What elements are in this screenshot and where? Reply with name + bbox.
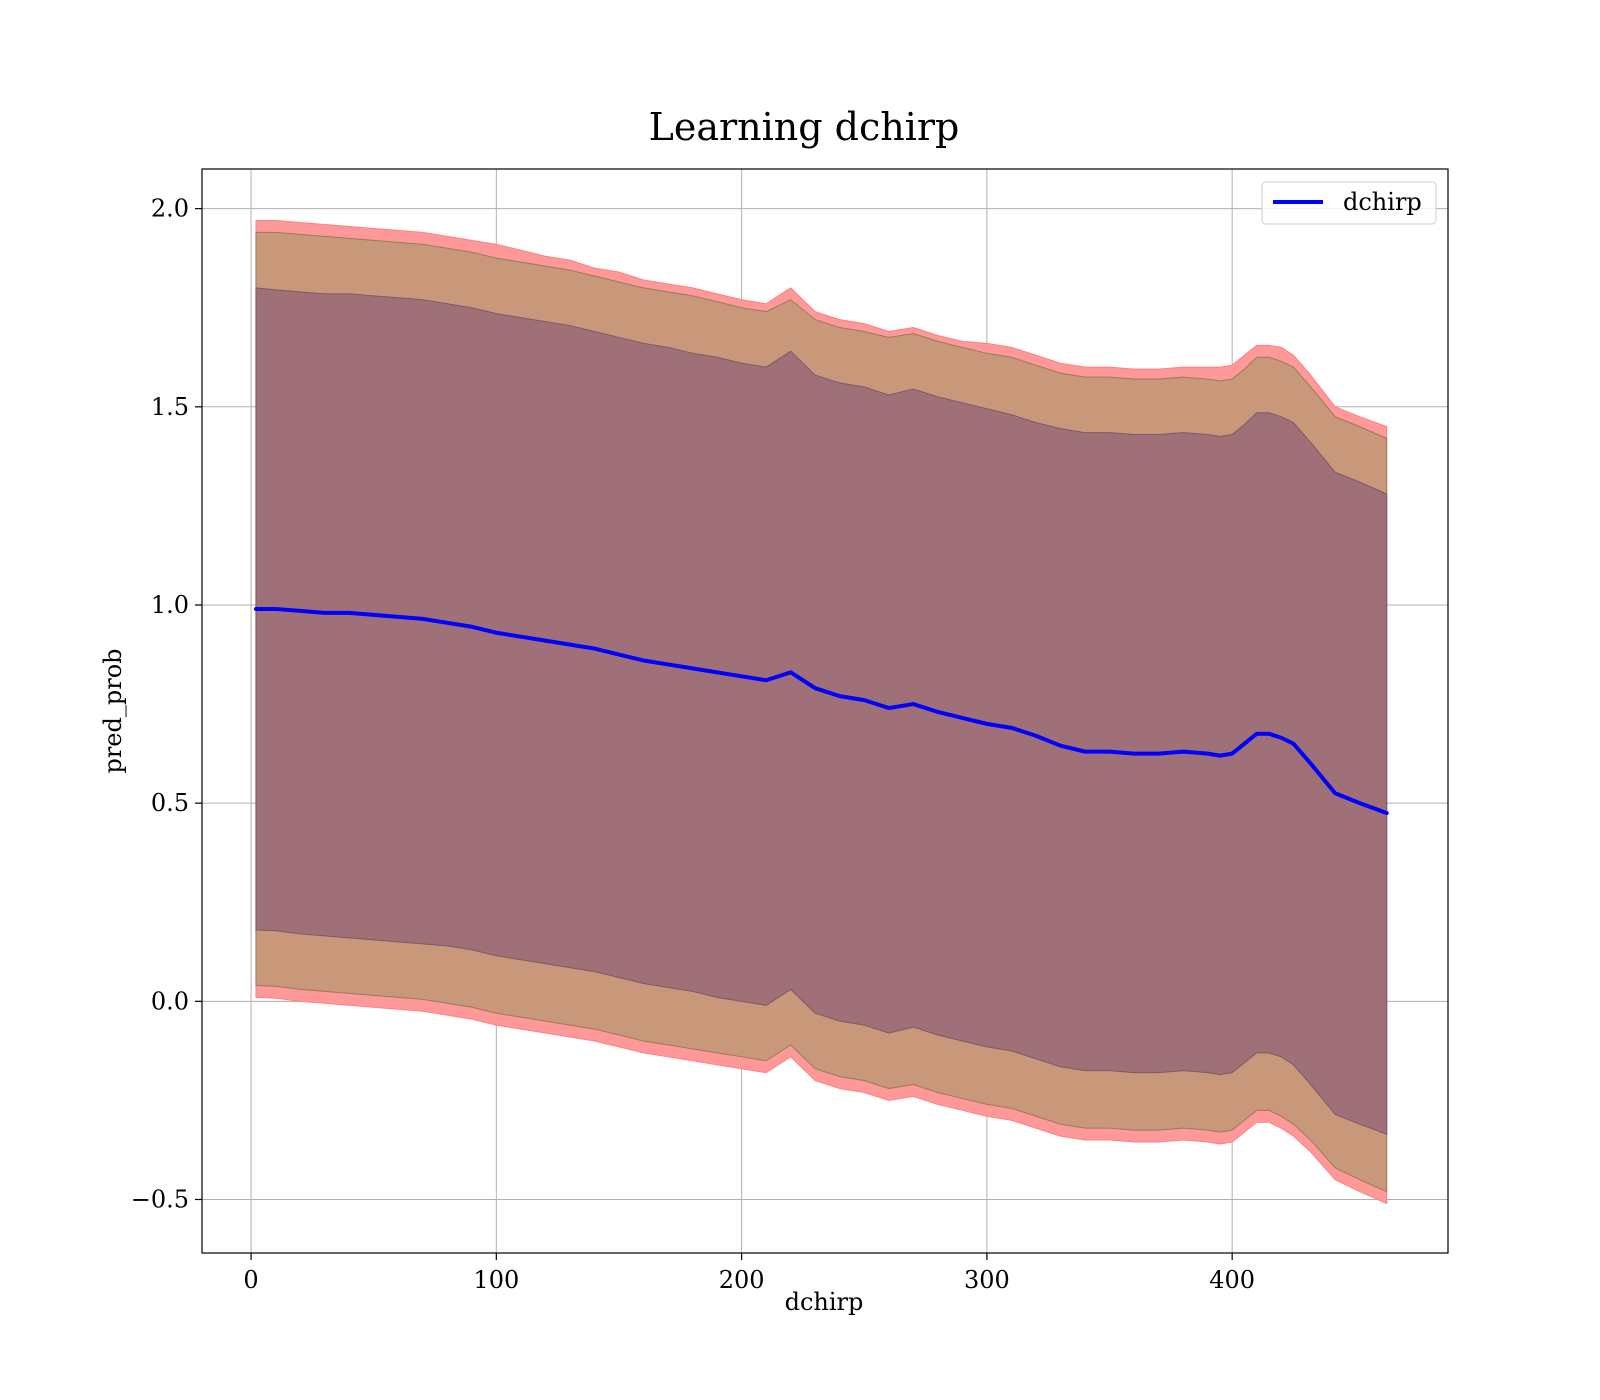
y-tick-label: 1.0 bbox=[151, 591, 189, 619]
x-tick-label: 0 bbox=[243, 1266, 258, 1294]
x-tick-label: 100 bbox=[473, 1266, 519, 1294]
x-tick-label: 200 bbox=[719, 1266, 765, 1294]
confidence-band-inner bbox=[255, 287, 1388, 1135]
y-tick-label: −0.5 bbox=[131, 1185, 189, 1213]
legend: dchirp bbox=[1261, 181, 1437, 225]
y-axis-label: pred_prob bbox=[99, 648, 127, 773]
x-tick-label: 300 bbox=[964, 1266, 1010, 1294]
confidence-bands bbox=[255, 220, 1388, 1205]
y-tick-label: 1.5 bbox=[151, 393, 189, 421]
legend-box bbox=[1261, 181, 1437, 225]
y-tick-label: 0.0 bbox=[151, 987, 189, 1015]
y-tick-label: 2.0 bbox=[151, 195, 189, 223]
x-tick-label: 400 bbox=[1209, 1266, 1255, 1294]
axis-ticks: 0 100 200 300 400 −0.5 0.0 0.5 1.0 1.5 2.0 bbox=[131, 195, 1255, 1294]
y-tick-label: 0.5 bbox=[151, 789, 189, 817]
chart-title: Learning dchirp bbox=[649, 105, 960, 149]
series-lines bbox=[253, 606, 1389, 816]
plot-area-frame bbox=[201, 168, 1449, 1254]
legend-label-dchirp: dchirp bbox=[1343, 188, 1422, 216]
x-axis-label: dchirp bbox=[785, 1288, 864, 1316]
series-line-dchirp bbox=[253, 606, 1389, 816]
